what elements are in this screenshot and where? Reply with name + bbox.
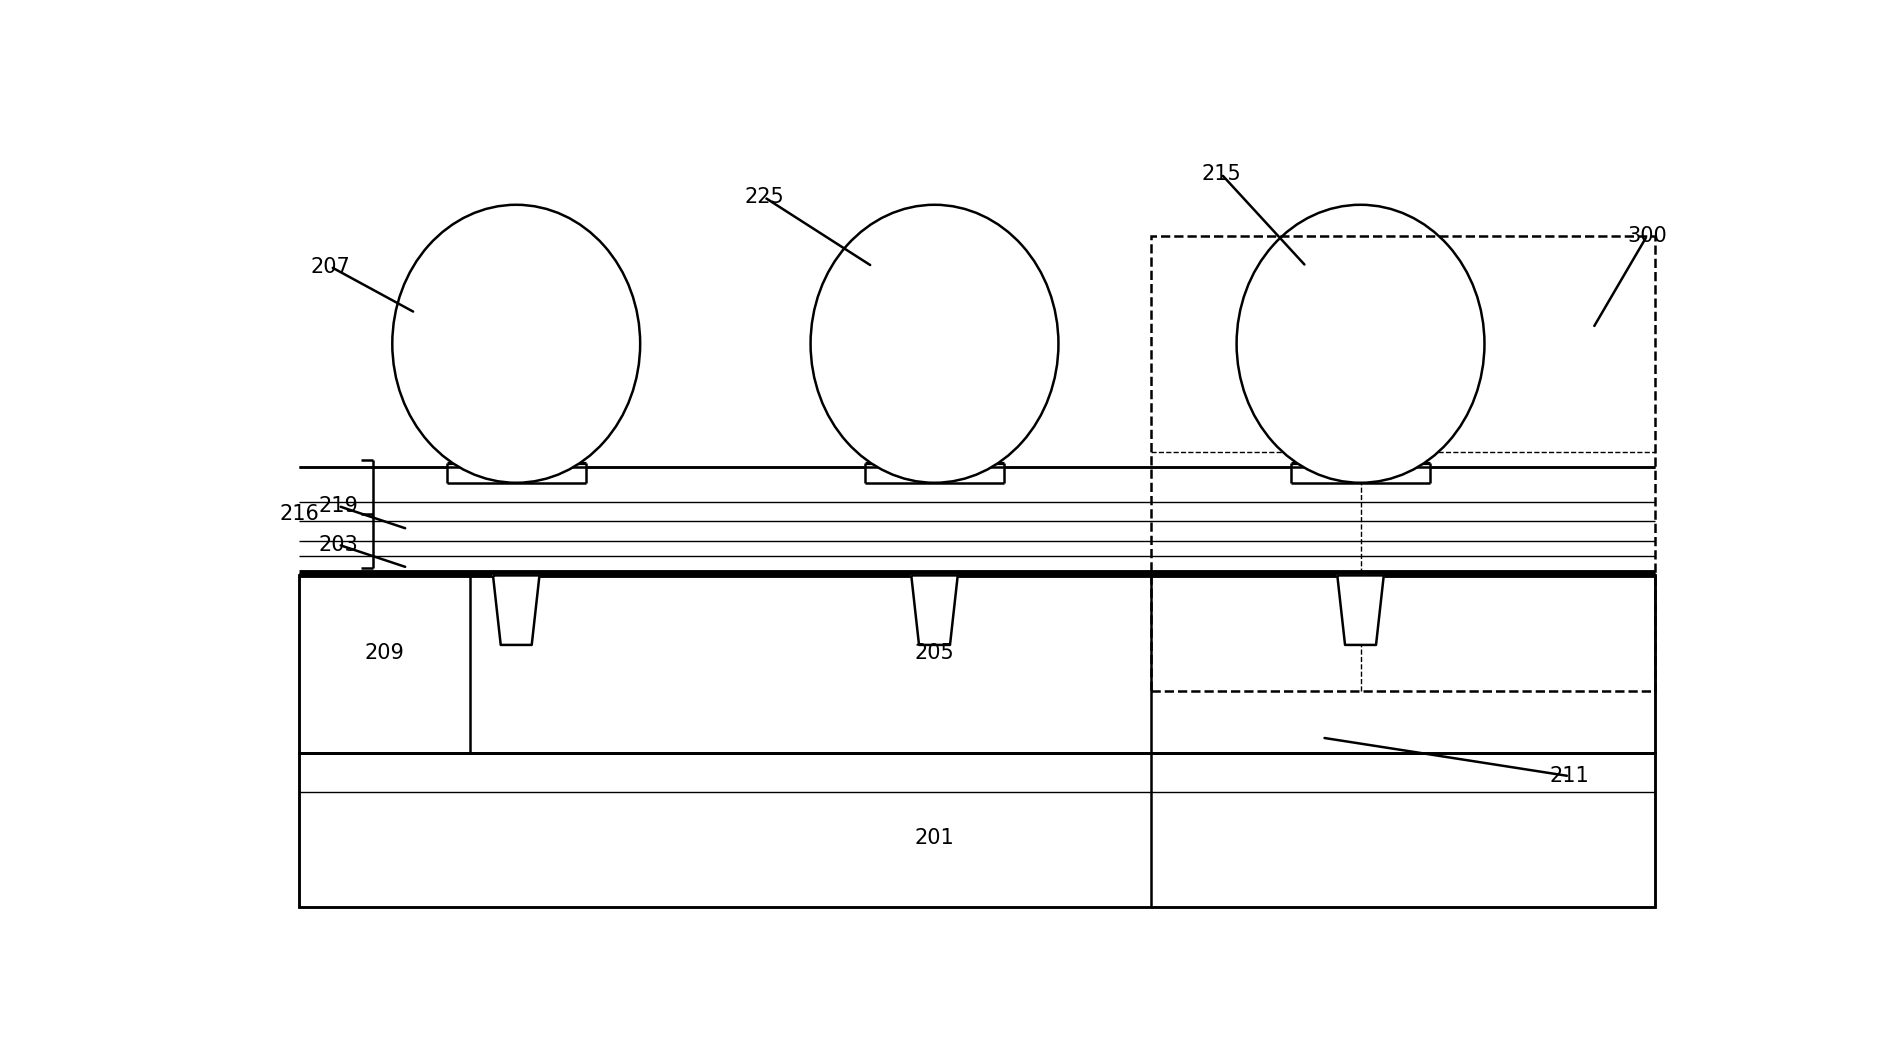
Text: 209: 209 <box>364 643 404 662</box>
Text: 207: 207 <box>309 256 349 276</box>
Text: 300: 300 <box>1627 225 1666 246</box>
Bar <box>300 753 1653 908</box>
Text: 201: 201 <box>915 828 955 848</box>
Ellipse shape <box>393 205 640 483</box>
Text: 205: 205 <box>915 643 955 662</box>
Bar <box>300 575 1653 753</box>
Text: 203: 203 <box>319 535 357 555</box>
Bar <box>1150 236 1653 691</box>
Polygon shape <box>911 575 957 645</box>
Text: 219: 219 <box>319 496 359 516</box>
Text: 216: 216 <box>279 504 319 524</box>
Text: 211: 211 <box>1549 766 1589 787</box>
Text: 225: 225 <box>744 187 784 207</box>
Polygon shape <box>1336 575 1384 645</box>
Text: 215: 215 <box>1201 164 1239 184</box>
Ellipse shape <box>810 205 1057 483</box>
Bar <box>300 753 1653 908</box>
Polygon shape <box>493 575 539 645</box>
Ellipse shape <box>1236 205 1484 483</box>
Bar <box>300 575 1653 753</box>
